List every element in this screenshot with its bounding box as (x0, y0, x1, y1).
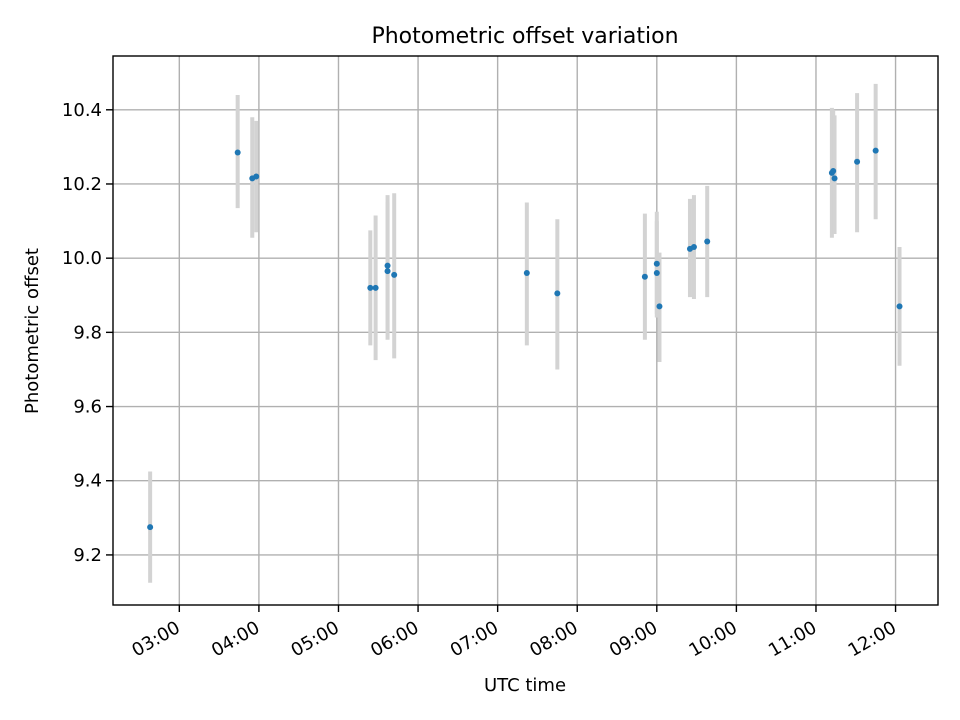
data-point (372, 284, 379, 291)
x-tick-label: 04:00 (208, 617, 263, 661)
x-tick-label: 07:00 (447, 617, 502, 661)
data-point (367, 284, 374, 291)
y-tick-label: 9.2 (73, 545, 102, 566)
data-point (854, 158, 861, 165)
data-points (147, 147, 903, 531)
data-point (831, 175, 838, 182)
x-tick-label: 10:00 (685, 617, 740, 661)
x-tick-label: 03:00 (128, 617, 183, 661)
plot-frame (112, 55, 939, 606)
data-point (704, 238, 711, 245)
chart-title: Photometric offset variation (371, 24, 678, 49)
x-axis-label: UTC time (484, 675, 566, 696)
data-point (391, 271, 398, 278)
data-point (653, 260, 660, 267)
x-tick-label: 12:00 (845, 617, 900, 661)
y-tick-label: 9.8 (73, 322, 102, 343)
data-point (641, 273, 648, 280)
x-tick-label: 05:00 (288, 617, 343, 661)
x-tick-label: 06:00 (367, 617, 422, 661)
data-point (554, 290, 561, 297)
data-point (872, 147, 879, 154)
data-point (653, 270, 660, 277)
y-tick-label: 10.4 (62, 100, 102, 121)
y-axis-label: Photometric offset (22, 248, 43, 414)
y-tick-label: 10.2 (62, 174, 102, 195)
x-tick-label: 08:00 (526, 617, 581, 661)
data-point (384, 262, 391, 269)
y-tick-label: 9.4 (73, 471, 102, 492)
x-tick-label: 09:00 (606, 617, 661, 661)
data-point (253, 173, 260, 180)
y-tick-labels: 9.2 9.4 9.6 9.8 10.0 10.2 10.4 (62, 100, 102, 566)
data-point (523, 270, 530, 277)
data-point (384, 268, 391, 275)
axis-ticks (106, 109, 897, 612)
data-point (690, 244, 697, 251)
x-tick-label: 11:00 (765, 617, 820, 661)
y-tick-label: 9.6 (73, 397, 102, 418)
data-point (830, 167, 837, 174)
y-tick-label: 10.0 (62, 248, 102, 269)
data-point (147, 524, 154, 531)
data-point (656, 303, 663, 310)
data-point (234, 149, 241, 156)
x-tick-labels: 03:00 04:00 05:00 06:00 07:00 08:00 09:00 10:00… (128, 617, 900, 661)
error-bars (148, 83, 902, 583)
data-point (896, 303, 903, 310)
